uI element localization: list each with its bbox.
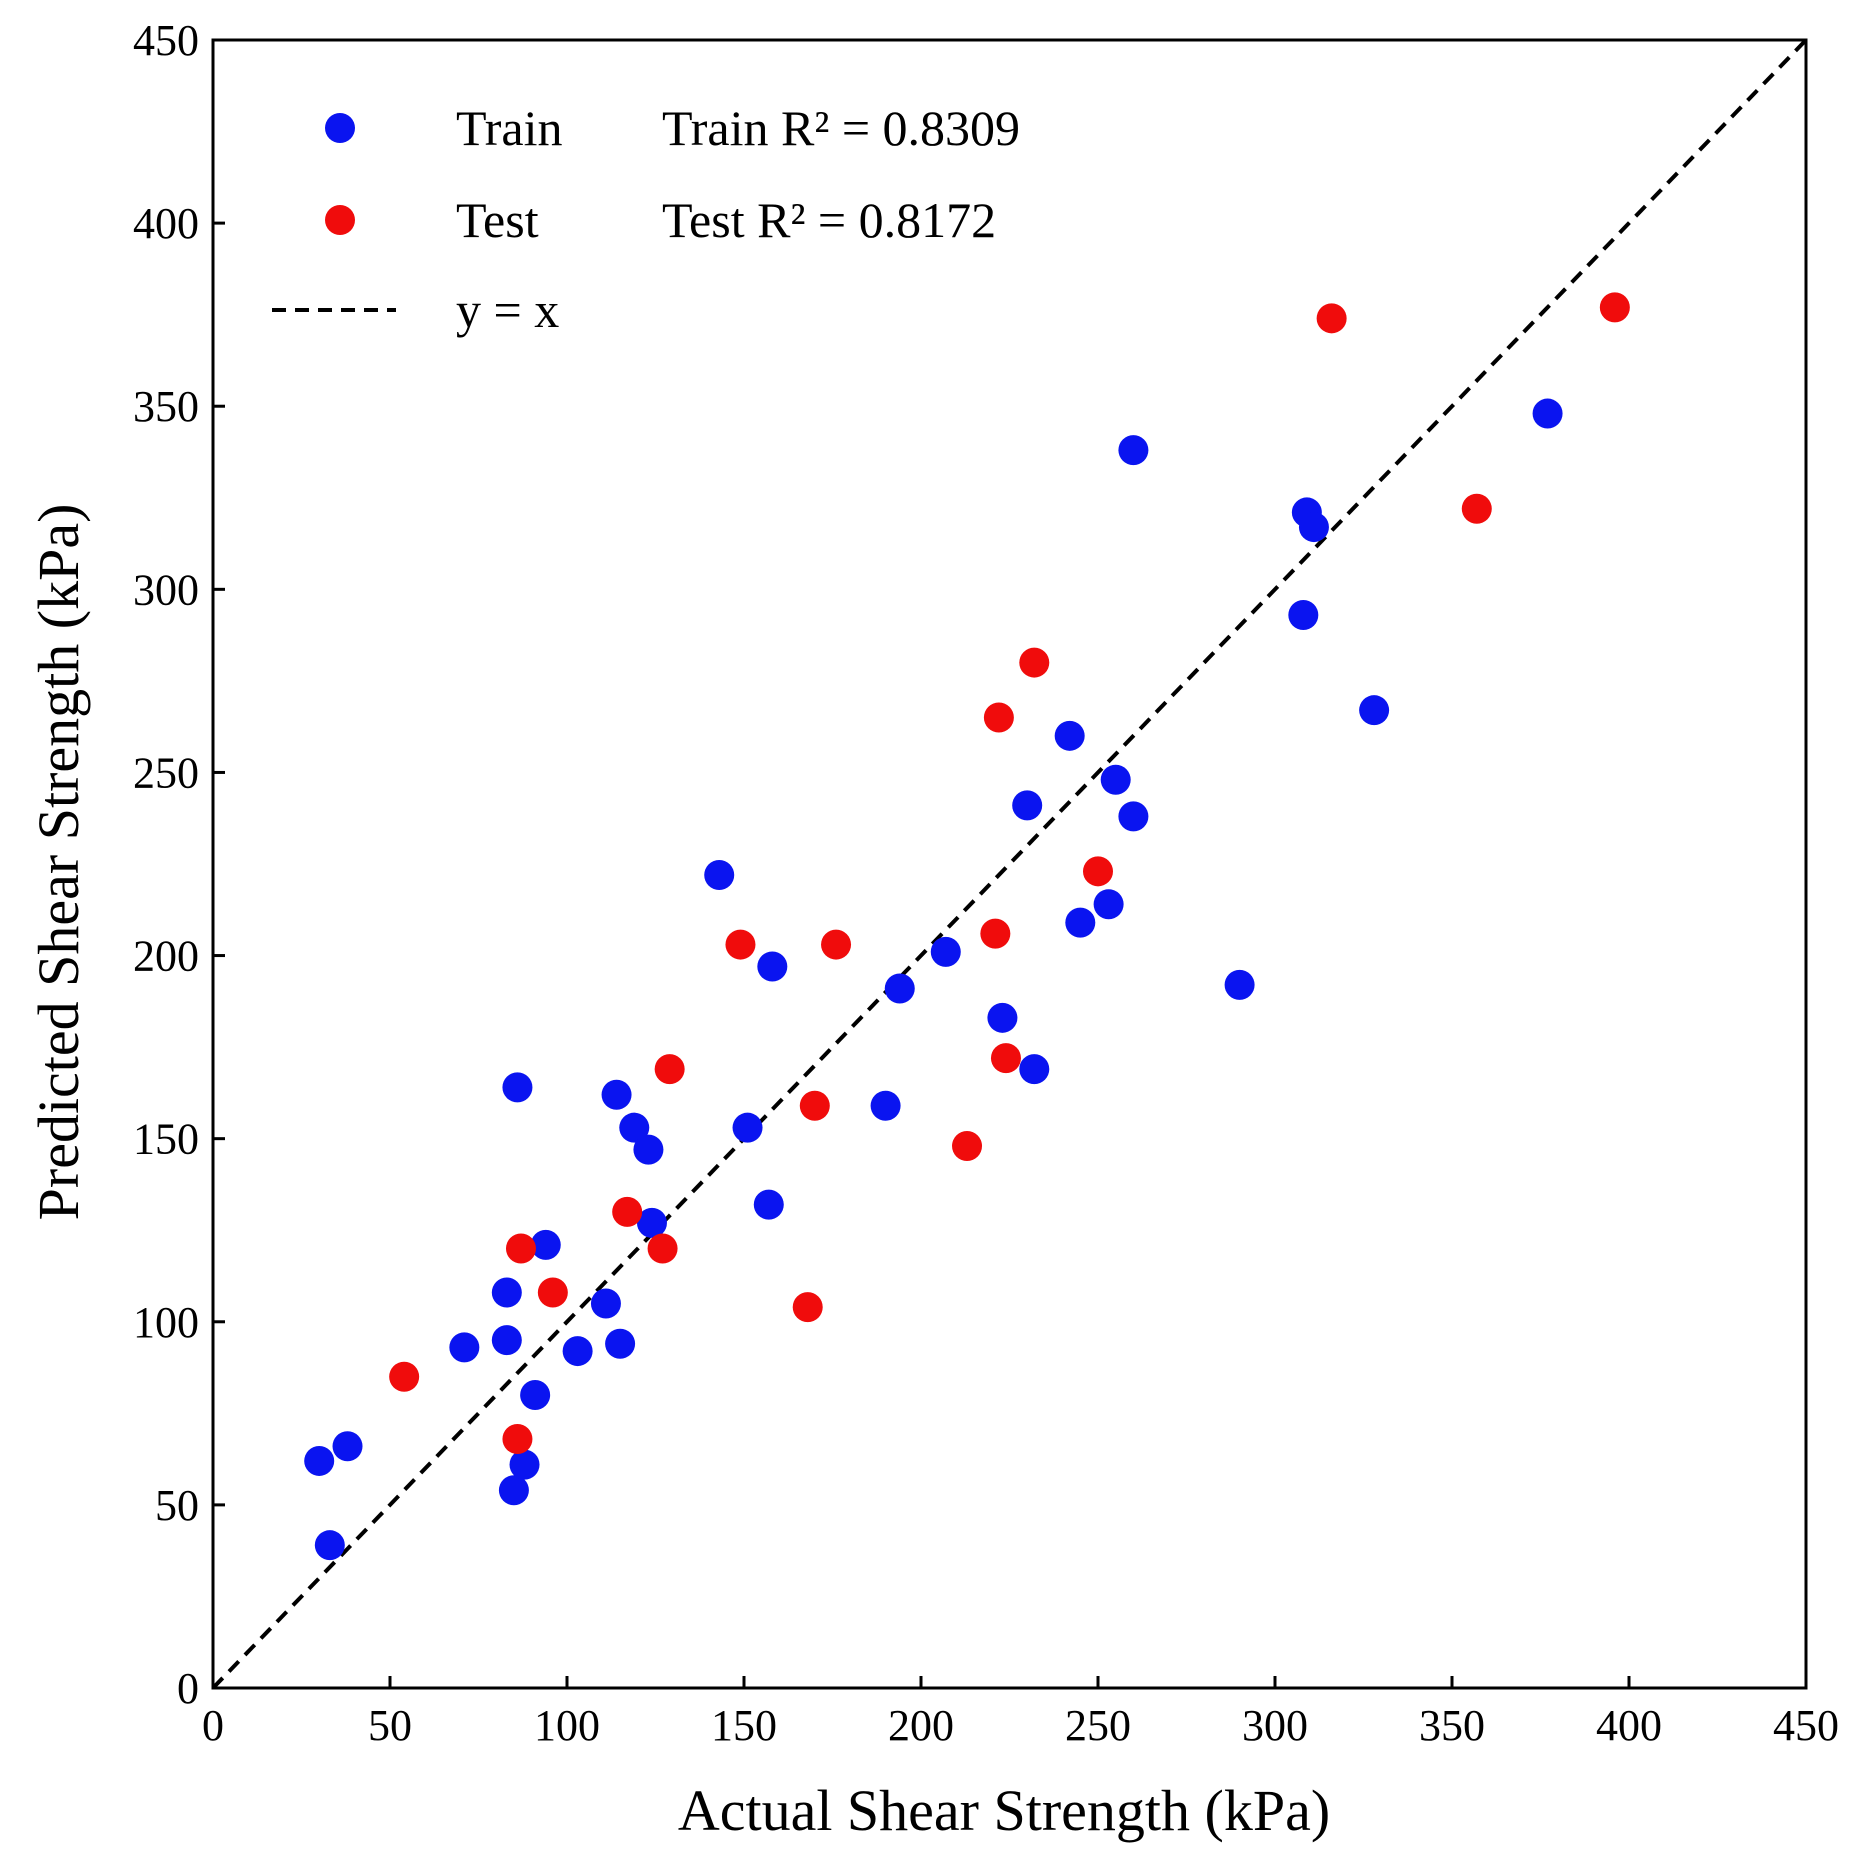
- train-point: [987, 1002, 1018, 1033]
- x-tick-label: 250: [1065, 1701, 1131, 1750]
- y-axis-label: Predicted Shear Strength (kPa): [26, 504, 91, 1221]
- test-point: [505, 1233, 536, 1264]
- train-r2-annotation: Train R² = 0.8309: [662, 100, 1020, 156]
- test-point: [1083, 856, 1113, 887]
- train-point: [1012, 790, 1043, 821]
- y-tick-label: 150: [133, 1115, 199, 1164]
- train-point: [491, 1277, 522, 1308]
- train-point: [1065, 907, 1096, 938]
- test-point: [990, 1043, 1021, 1074]
- train-point: [590, 1288, 621, 1319]
- train-point: [1298, 512, 1329, 543]
- y-tick-label: 100: [133, 1298, 199, 1347]
- train-point: [1224, 969, 1255, 1000]
- legend-line-label: y = x: [456, 282, 559, 338]
- test-point: [821, 929, 852, 960]
- train-point: [605, 1328, 636, 1359]
- test-point: [983, 702, 1014, 733]
- test-point: [1019, 647, 1050, 678]
- y-tick-label: 300: [133, 565, 199, 614]
- train-point: [509, 1449, 540, 1480]
- train-point: [636, 1207, 667, 1238]
- train-point: [491, 1325, 522, 1356]
- y-tick-label: 450: [133, 16, 199, 65]
- test-point: [792, 1292, 823, 1323]
- x-tick-label: 200: [888, 1701, 954, 1750]
- test-point: [952, 1130, 983, 1161]
- y-tick-label: 250: [133, 748, 199, 797]
- legend-train-label: Train: [456, 100, 563, 156]
- legend-test-label: Test: [456, 192, 539, 248]
- x-tick-label: 300: [1242, 1701, 1308, 1750]
- train-point: [732, 1112, 763, 1143]
- test-point: [980, 918, 1011, 949]
- train-point: [562, 1336, 593, 1367]
- train-point: [1118, 435, 1149, 466]
- train-point: [601, 1079, 632, 1110]
- train-point: [332, 1431, 363, 1462]
- x-tick-label: 150: [711, 1701, 777, 1750]
- x-axis-label: Actual Shear Strength (kPa): [678, 1778, 1330, 1843]
- train-point: [753, 1189, 784, 1220]
- y-tick-label: 50: [155, 1481, 199, 1530]
- legend-test-marker: [325, 205, 355, 235]
- train-point: [314, 1530, 345, 1561]
- train-point: [498, 1475, 529, 1506]
- train-point: [1019, 1054, 1050, 1085]
- y-tick-label: 200: [133, 932, 199, 981]
- train-point: [449, 1332, 480, 1363]
- test-point: [389, 1361, 420, 1392]
- train-point: [704, 859, 735, 890]
- test-point: [799, 1090, 830, 1121]
- test-point: [1316, 303, 1347, 334]
- x-tick-label: 450: [1773, 1701, 1839, 1750]
- test-point: [1461, 493, 1492, 524]
- ticks-layer: 0 50 100 150 200 250 300 350 400 450 0 50 100 150 200 2…: [133, 16, 1839, 1750]
- train-point: [1288, 599, 1319, 630]
- x-tick-label: 350: [1419, 1701, 1485, 1750]
- x-tick-label: 400: [1596, 1701, 1662, 1750]
- legend-train-marker: [325, 113, 355, 143]
- train-point: [619, 1112, 650, 1143]
- train-point: [1359, 695, 1390, 726]
- x-tick-label: 0: [202, 1701, 224, 1750]
- train-point: [633, 1134, 664, 1165]
- plot-frame: [211, 38, 1808, 1690]
- legend: Train Test y = x Train R² = 0.8309 Test …: [272, 100, 1020, 338]
- test-r2-annotation: Test R² = 0.8172: [662, 192, 996, 248]
- test-point: [612, 1196, 643, 1227]
- train-point: [304, 1445, 335, 1476]
- train-point: [502, 1072, 533, 1103]
- x-tick-label: 50: [368, 1701, 412, 1750]
- train-point: [1093, 889, 1124, 920]
- data-points: [304, 292, 1630, 1561]
- train-point: [870, 1090, 901, 1121]
- train-point: [520, 1380, 551, 1411]
- train-point: [1532, 398, 1563, 429]
- x-tick-label: 100: [534, 1701, 600, 1750]
- train-point: [1118, 801, 1149, 832]
- y-tick-label: 0: [177, 1664, 199, 1713]
- test-point: [1599, 292, 1630, 323]
- train-point: [757, 951, 788, 982]
- test-point: [654, 1054, 685, 1085]
- reference-line-y-equals-x: [211, 38, 1808, 1690]
- test-point: [725, 929, 756, 960]
- y-tick-label: 350: [133, 382, 199, 431]
- y-tick-label: 400: [133, 199, 199, 248]
- train-point: [530, 1229, 561, 1260]
- test-point: [647, 1233, 678, 1264]
- train-point: [1054, 720, 1085, 751]
- train-point: [930, 936, 961, 967]
- test-point: [502, 1423, 533, 1454]
- train-point: [1100, 764, 1131, 795]
- test-point: [537, 1277, 568, 1308]
- train-point: [884, 973, 915, 1004]
